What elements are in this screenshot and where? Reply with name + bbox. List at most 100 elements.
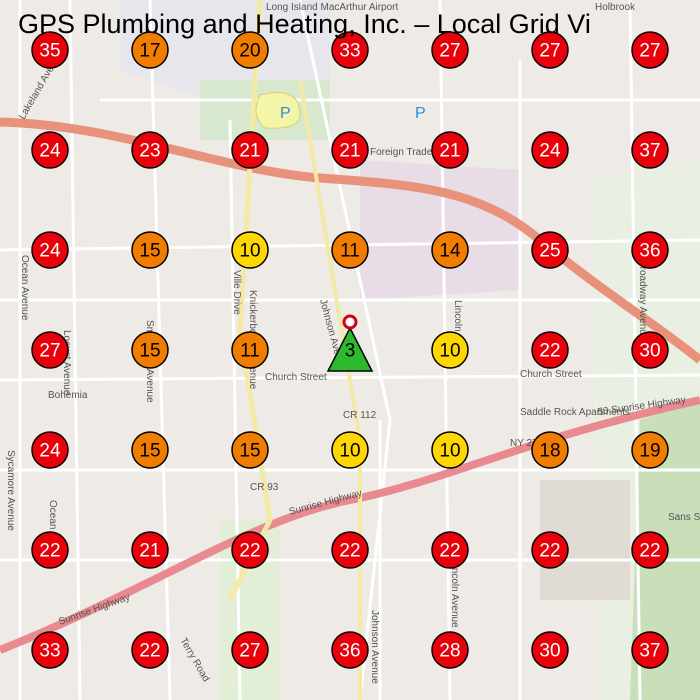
map-label: Sycamore Avenue [5, 450, 16, 531]
business-marker [326, 326, 374, 372]
rank-marker [531, 331, 569, 369]
rank-label: 27 [39, 341, 60, 362]
rank-label: 30 [639, 341, 660, 362]
rank-marker [331, 631, 369, 669]
map-label: Church Street [265, 372, 327, 383]
rank-label: 22 [539, 541, 560, 562]
map-label: Bohemia [48, 390, 88, 401]
rank-marker [631, 531, 669, 569]
rank-label: 21 [439, 141, 460, 162]
rank-label: 33 [39, 641, 60, 662]
rank-label: 22 [439, 541, 460, 562]
rank-label: 22 [139, 641, 160, 662]
rank-marker [331, 231, 369, 269]
rank-marker [31, 331, 69, 369]
rank-marker [31, 131, 69, 169]
rank-label: 10 [339, 441, 360, 462]
rank-label: 21 [339, 141, 360, 162]
map-label: Johnson Avenue [369, 610, 380, 684]
rank-marker [631, 631, 669, 669]
rank-marker [631, 431, 669, 469]
rank-label: 27 [539, 41, 560, 62]
rank-label: 28 [439, 641, 460, 662]
rank-label: 37 [639, 141, 660, 162]
rank-label: 22 [339, 541, 360, 562]
map-label: Lincoln Avenue [449, 560, 460, 628]
rank-marker [131, 431, 169, 469]
rank-marker [31, 531, 69, 569]
map-label: Holbrook [595, 2, 636, 13]
rank-grid: 35 17 20 33 27 27 27 24 23 21 21 21 24 37 24 15 10 11 14 25… [31, 31, 669, 669]
rank-marker [431, 531, 469, 569]
rank-marker [231, 431, 269, 469]
rank-label: 15 [139, 341, 160, 362]
rank-marker [631, 231, 669, 269]
rank-marker [131, 631, 169, 669]
rank-marker [331, 131, 369, 169]
rank-label: 24 [39, 241, 61, 262]
rank-marker [131, 231, 169, 269]
rank-label: 36 [339, 641, 360, 662]
rank-label: 22 [39, 541, 60, 562]
business-pin [342, 314, 358, 330]
rank-marker [31, 31, 69, 69]
rank-label: 33 [339, 41, 360, 62]
rank-marker [31, 631, 69, 669]
rank-label: 35 [39, 41, 60, 62]
rank-label: 10 [439, 441, 460, 462]
title: GPS Plumbing and Heating, Inc. – Local G… [18, 9, 591, 39]
rank-label: 17 [139, 41, 160, 62]
map-label: CR 93 [250, 482, 279, 493]
rank-marker [631, 31, 669, 69]
rank-label: 36 [639, 241, 660, 262]
map-label: Long Island MacArthur Airport [266, 2, 399, 13]
rank-marker [131, 531, 169, 569]
rank-label: 24 [39, 141, 61, 162]
map-label: Saddle Rock Apartments [520, 407, 630, 418]
map-label: Broadway Avenue [637, 260, 648, 341]
rank-marker [531, 131, 569, 169]
svg-text:P: P [280, 105, 291, 122]
rank-marker [431, 131, 469, 169]
rank-label: 11 [240, 341, 260, 362]
rank-label: 25 [539, 241, 560, 262]
map-label: Foreign Trade Zone [370, 147, 458, 158]
rank-marker [231, 631, 269, 669]
rank-label: 20 [239, 41, 260, 62]
rank-label: 23 [139, 141, 160, 162]
map-label: Ocean Avenue [19, 255, 30, 321]
rank-label: 30 [539, 641, 560, 662]
rank-label: 27 [239, 641, 260, 662]
map-label: Ville Drive [231, 270, 242, 315]
rank-label: 10 [239, 241, 260, 262]
rank-label: 10 [439, 341, 460, 362]
rank-label: 27 [439, 41, 460, 62]
rank-label: 15 [139, 241, 160, 262]
rank-label: 19 [639, 441, 660, 462]
rank-marker [231, 531, 269, 569]
rank-marker [431, 331, 469, 369]
rank-marker [231, 31, 269, 69]
rank-marker [531, 431, 569, 469]
rank-label: 24 [39, 441, 61, 462]
rank-label: 22 [639, 541, 660, 562]
svg-text:P: P [415, 105, 426, 122]
rank-marker [31, 231, 69, 269]
map-label: Sans Souci County Park [668, 512, 700, 523]
rank-marker [131, 331, 169, 369]
rank-label: 22 [539, 341, 560, 362]
rank-label: 15 [239, 441, 260, 462]
rank-label: 21 [239, 141, 260, 162]
rank-marker [331, 431, 369, 469]
map-label: CR 112 [343, 410, 377, 421]
rank-marker [131, 131, 169, 169]
rank-label: 24 [539, 141, 561, 162]
rank-label: 37 [639, 641, 660, 662]
rank-label: 14 [439, 241, 461, 262]
rank-label: 3 [345, 341, 356, 362]
rank-marker [631, 331, 669, 369]
rank-marker [231, 231, 269, 269]
rank-marker [531, 531, 569, 569]
rank-label: 27 [639, 41, 660, 62]
